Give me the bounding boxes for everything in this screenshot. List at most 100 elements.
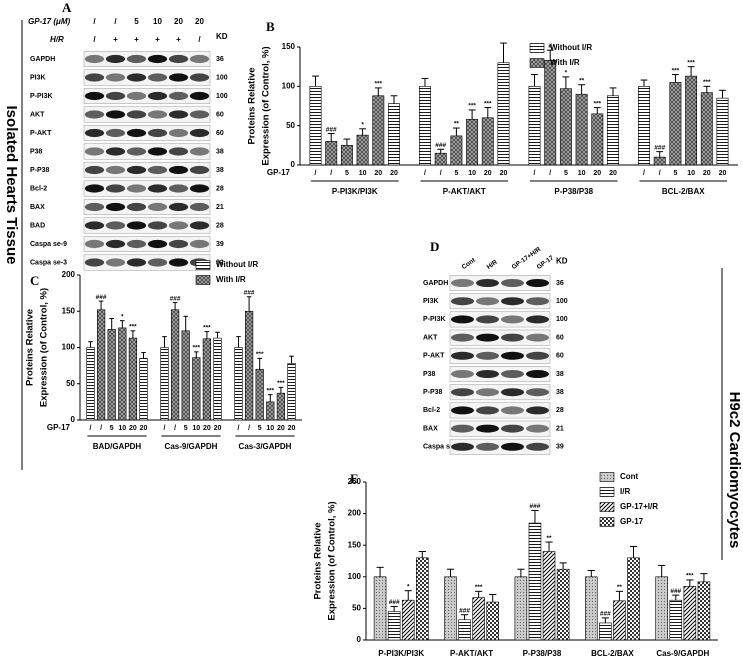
column-label: H/R <box>486 259 499 271</box>
bar <box>287 363 296 421</box>
bar <box>528 86 541 166</box>
band <box>501 297 524 306</box>
bar <box>685 75 698 166</box>
x-tick-label: 20 <box>500 170 508 177</box>
band <box>189 73 210 82</box>
x-row-label: GP-17 <box>47 423 71 432</box>
band <box>147 128 168 138</box>
band <box>476 406 499 415</box>
x-tick-label: 20 <box>609 170 617 177</box>
column-label: GP-17 <box>536 254 556 271</box>
significance-label: * <box>121 313 124 320</box>
group-label: BAD/GAPDH <box>93 442 142 451</box>
band <box>168 221 189 230</box>
dose-label: 20 <box>195 17 204 26</box>
band <box>189 184 210 193</box>
band <box>84 184 105 193</box>
bar <box>607 95 619 166</box>
kd-value: 100 <box>556 316 568 323</box>
bar <box>356 134 369 166</box>
x-tick-label: / <box>248 425 250 432</box>
band <box>526 442 549 451</box>
x-tick-label: 20 <box>214 425 222 432</box>
blot-frame <box>449 275 551 291</box>
band <box>105 110 126 119</box>
x-tick-label: 20 <box>484 170 492 177</box>
band <box>501 442 524 451</box>
bar <box>466 119 479 166</box>
row-label: Bcl-2 <box>30 185 47 192</box>
kd-value: 32 <box>216 259 224 266</box>
kd-value: 38 <box>556 371 564 378</box>
band <box>84 73 105 82</box>
row-label: BAD <box>30 222 45 229</box>
significance-label: *** <box>203 324 211 331</box>
bar <box>450 135 463 166</box>
row-label: AKT <box>423 334 438 341</box>
blot-frame <box>449 329 551 346</box>
bar <box>244 310 254 421</box>
row-label: BAX <box>30 204 45 211</box>
bar <box>86 347 95 421</box>
bar <box>655 576 668 641</box>
bar <box>96 309 106 421</box>
band <box>189 147 210 156</box>
kd-value: 100 <box>216 74 228 81</box>
bar <box>213 337 222 421</box>
band <box>451 315 474 324</box>
significance-label: ### <box>459 607 470 614</box>
kd-value: 28 <box>216 185 224 192</box>
band <box>501 315 524 324</box>
bar <box>416 557 429 641</box>
x-tick-label: 5 <box>258 425 262 432</box>
x-tick-label: 20 <box>719 170 727 177</box>
band <box>105 239 126 249</box>
band <box>147 184 168 193</box>
band <box>105 147 126 156</box>
band <box>126 73 147 82</box>
band <box>168 239 189 249</box>
band <box>168 258 189 267</box>
row-label: P-P38 <box>30 167 50 174</box>
x-tick-label: / <box>424 170 426 177</box>
significance-label: *** <box>374 81 382 88</box>
band <box>501 388 524 397</box>
x-tick-label: P-PI3K/PI3K <box>378 649 424 658</box>
y-axis-label: Proteins Relative <box>25 309 36 386</box>
band <box>168 73 189 82</box>
significance-label: *** <box>687 59 695 66</box>
x-tick-label: 10 <box>468 170 476 177</box>
legend-label: Without I/R <box>216 260 258 269</box>
significance-label: ** <box>617 584 623 591</box>
x-tick-label: P-AKT/AKT <box>450 649 493 658</box>
bar <box>434 152 447 166</box>
band <box>476 351 499 360</box>
band <box>476 315 499 324</box>
kd-value: 28 <box>556 407 564 414</box>
bar <box>528 522 542 641</box>
blot-frame <box>449 420 551 437</box>
bar <box>181 330 190 421</box>
band <box>168 147 189 156</box>
kd-value: 38 <box>216 167 224 174</box>
row-label: P-AKT <box>423 353 445 360</box>
bar <box>683 585 697 641</box>
hr-state: + <box>176 35 181 44</box>
bar <box>544 60 557 166</box>
kd-value: 39 <box>556 444 564 451</box>
band <box>451 333 474 342</box>
band <box>526 369 549 379</box>
row-label: P-P38 <box>423 389 443 396</box>
band <box>189 221 210 230</box>
legend-label: With I/R <box>550 58 580 67</box>
x-tick-label: 10 <box>578 170 586 177</box>
x-tick-label: / <box>330 170 332 177</box>
y-axis-label: Proteins Relative <box>313 522 324 599</box>
band <box>526 388 549 397</box>
legend-swatch <box>529 58 545 68</box>
x-tick-label: 20 <box>129 425 137 432</box>
row-label: GAPDH <box>423 280 448 287</box>
panel-label: E <box>350 471 359 486</box>
bar <box>599 622 612 641</box>
